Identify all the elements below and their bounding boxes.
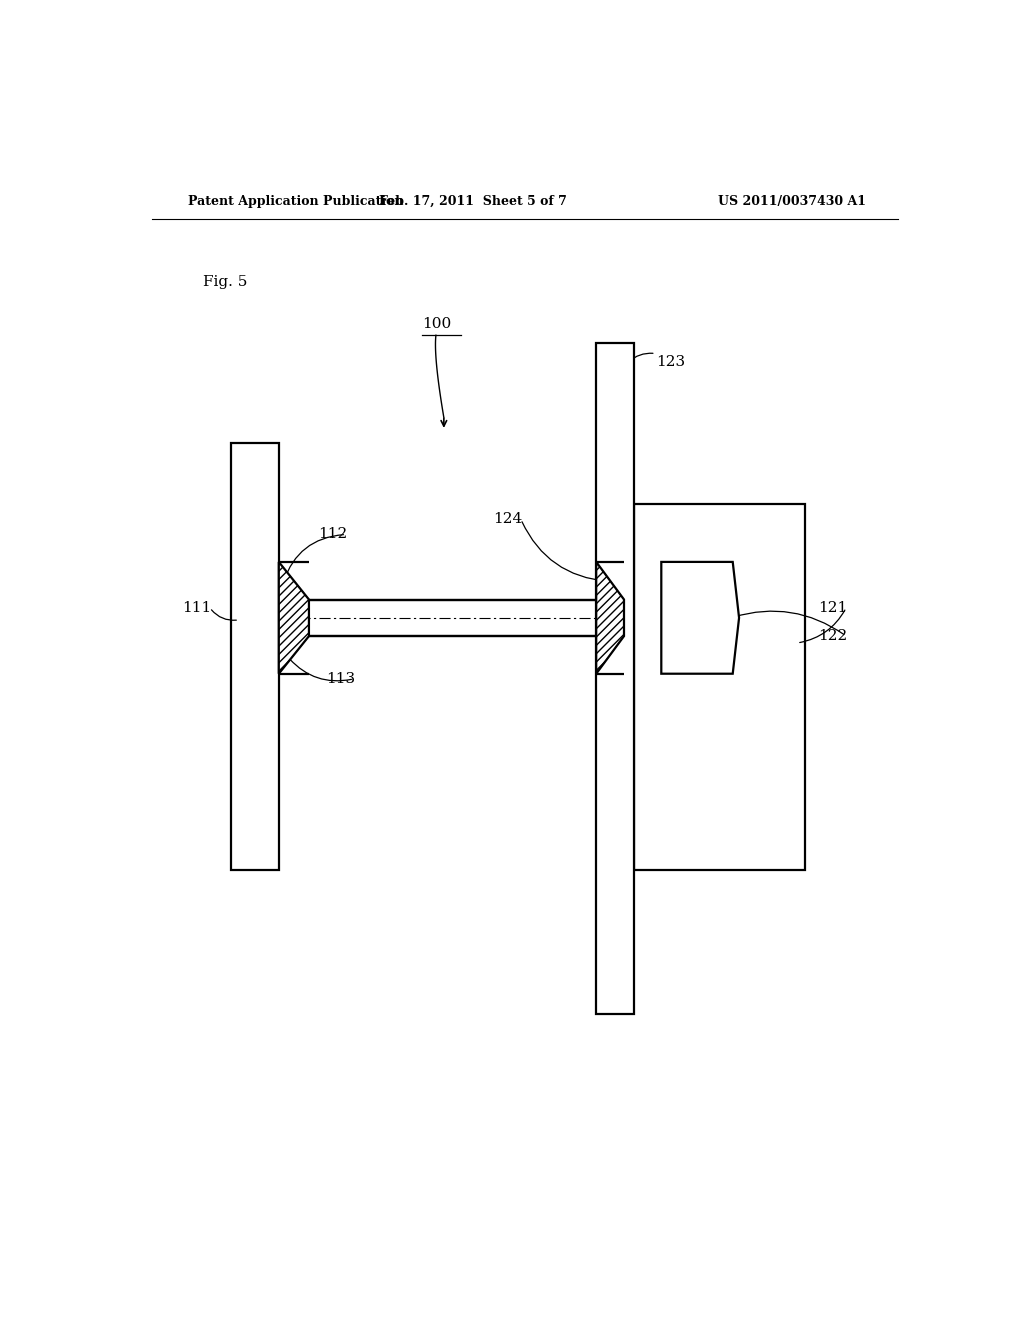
Text: Patent Application Publication: Patent Application Publication xyxy=(187,194,403,207)
Polygon shape xyxy=(596,562,624,673)
Text: US 2011/0037430 A1: US 2011/0037430 A1 xyxy=(718,194,866,207)
Text: 113: 113 xyxy=(327,672,355,686)
Text: Feb. 17, 2011  Sheet 5 of 7: Feb. 17, 2011 Sheet 5 of 7 xyxy=(379,194,567,207)
Bar xyxy=(634,504,805,870)
Text: 124: 124 xyxy=(494,512,522,527)
Text: 122: 122 xyxy=(818,630,848,643)
Text: 121: 121 xyxy=(818,601,848,615)
Text: 123: 123 xyxy=(655,355,685,368)
Text: 111: 111 xyxy=(182,601,211,615)
Text: 100: 100 xyxy=(422,317,451,331)
Polygon shape xyxy=(662,562,739,673)
Text: Fig. 5: Fig. 5 xyxy=(204,276,248,289)
Bar xyxy=(596,343,634,1014)
Text: 112: 112 xyxy=(318,528,348,541)
Bar xyxy=(231,444,279,870)
Polygon shape xyxy=(279,562,309,673)
